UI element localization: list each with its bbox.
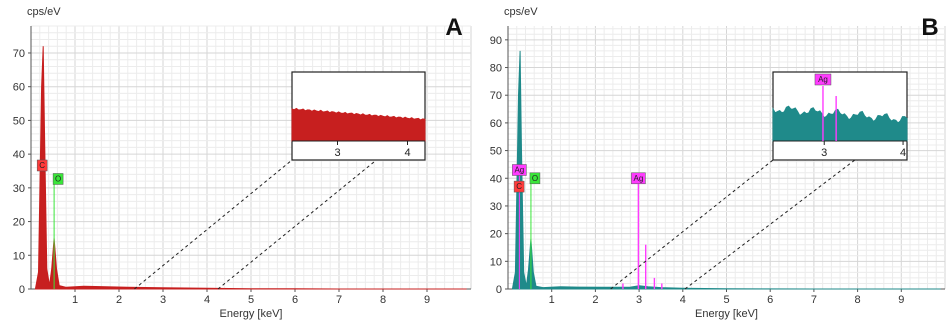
- y-tick-label: 40: [13, 149, 25, 161]
- y-tick-label: 40: [490, 173, 502, 185]
- peak-marker: C: [513, 180, 525, 193]
- peak-tag-label: O: [532, 174, 538, 183]
- spectrum-area: [511, 50, 941, 290]
- peak-marker: Ag: [631, 172, 646, 289]
- peak-tag: [631, 172, 646, 185]
- grid: [30, 25, 472, 290]
- x-tick-label: 7: [811, 294, 817, 306]
- inset-tag-label: Ag: [818, 75, 828, 84]
- y-tick-label: 10: [13, 250, 25, 262]
- zoom-line-right: [684, 120, 908, 290]
- peak-tag-label: O: [55, 174, 61, 183]
- peak-tag-label: C: [39, 161, 45, 170]
- y-tick-label: 60: [490, 118, 502, 130]
- spectrum-panel-a: 0 10 20 30 40 50 60 70 1 2 3 4 5 6 7 8 9 cps/eV Energy [ke…: [0, 0, 473, 327]
- x-tick-label: 4: [204, 294, 210, 306]
- y-tick-label: 50: [490, 146, 502, 158]
- y-tick-label: 20: [490, 229, 502, 241]
- inset-tick-label: 3: [821, 147, 827, 159]
- spectrum-chart-b: 0 10 20 30 40 50 60 70 80 90 1 2 3 4 5 6 7 8 9 cps/eV Energy…: [490, 6, 946, 320]
- y-tick-label: 20: [13, 217, 25, 229]
- y-axis-title: cps/eV: [27, 6, 61, 18]
- x-tick-label: 2: [116, 294, 122, 306]
- panel-letter: A: [445, 14, 462, 41]
- y-tick-label: 0: [19, 284, 25, 296]
- spectrum-area: [34, 46, 467, 290]
- y-tick-label: 70: [490, 90, 502, 102]
- inset: Ag 3 4: [772, 71, 908, 161]
- y-tick-label: 30: [490, 201, 502, 213]
- x-tick-label: 9: [898, 294, 904, 306]
- x-tick-label: 5: [723, 294, 729, 306]
- x-tick-label: 1: [549, 294, 555, 306]
- x-tick-label: 2: [592, 294, 598, 306]
- x-tick-label: 7: [336, 294, 342, 306]
- peak-tag: [512, 164, 527, 176]
- inset-tick-label: 3: [334, 147, 340, 159]
- panel-letter: B: [921, 14, 938, 41]
- peak-tag-label: Ag: [634, 174, 644, 183]
- y-tick-label: 70: [13, 48, 25, 60]
- y-tick-label: 30: [13, 183, 25, 195]
- y-tick-label: 60: [13, 82, 25, 94]
- y-tick-label: 0: [496, 284, 502, 296]
- x-tick-label: 4: [680, 294, 686, 306]
- x-tick-label: 3: [160, 294, 166, 306]
- y-tick-label: 50: [13, 115, 25, 127]
- x-tick-label: 1: [72, 294, 78, 306]
- peak-marker: O: [52, 173, 64, 289]
- peak-tag-label: C: [516, 182, 522, 191]
- x-tick-label: 5: [248, 294, 254, 306]
- x-tick-label: 6: [767, 294, 773, 306]
- x-tick-label: 9: [424, 294, 430, 306]
- x-tick-label: 6: [292, 294, 298, 306]
- y-tick-label: 90: [490, 35, 502, 47]
- x-axis-title: Energy [keV]: [695, 308, 758, 320]
- x-tick-label: 8: [380, 294, 386, 306]
- peak-marker: O: [529, 172, 541, 289]
- peak-tag-label: Ag: [514, 165, 524, 174]
- inset-spectrum: [291, 107, 426, 142]
- inset-tick-label: 4: [900, 147, 906, 159]
- peak-tag: [513, 180, 525, 193]
- peak-tag: [36, 159, 48, 172]
- peak-marker: C: [36, 159, 48, 172]
- y-tick-label: 10: [490, 256, 502, 268]
- x-tick-label: 3: [636, 294, 642, 306]
- inset-tick-label: 4: [404, 147, 410, 159]
- zoom-line-left: [610, 159, 774, 290]
- y-axis-title: cps/eV: [504, 6, 538, 18]
- peak-tag: [529, 172, 541, 185]
- peak-tag: [52, 173, 64, 185]
- inset-spectrum: [772, 105, 908, 142]
- y-tick-label: 80: [490, 63, 502, 75]
- x-tick-label: 8: [855, 294, 861, 306]
- x-axis-title: Energy [keV]: [220, 308, 283, 320]
- zoom-line-left: [134, 159, 293, 290]
- inset-tag: [814, 73, 832, 86]
- peak-marker: Ag: [512, 164, 527, 289]
- spectrum-panel-b: 0 10 20 30 40 50 60 70 80 90 1 2 3 4 5 6 7 8 9 cps/eV Energy…: [474, 0, 947, 327]
